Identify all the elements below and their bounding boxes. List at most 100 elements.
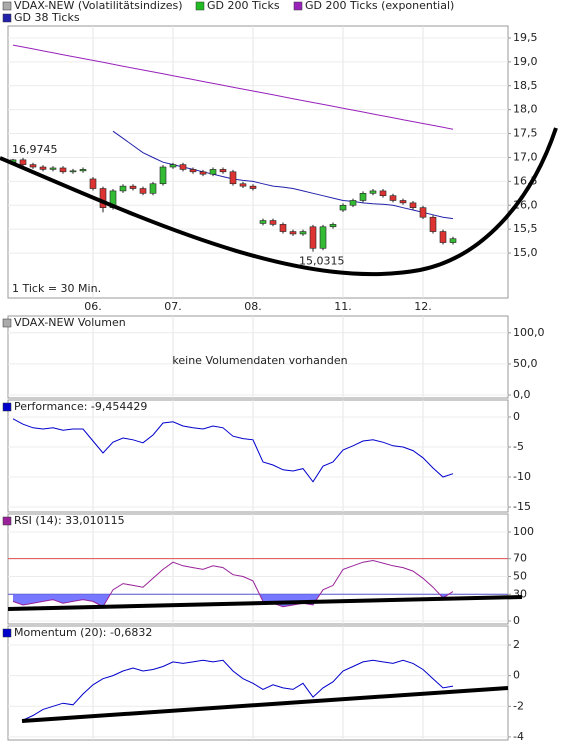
min-label: 15,0315	[299, 255, 345, 268]
candle-body	[359, 193, 367, 201]
candle-body	[209, 169, 217, 175]
moving-average	[12, 44, 454, 130]
y-tick-label: 15,0	[513, 246, 538, 259]
x-tick-label: 08.	[244, 300, 262, 313]
legend-swatch	[293, 1, 303, 11]
legend-swatch	[2, 13, 12, 23]
candle-body	[409, 202, 417, 208]
candle-body	[49, 167, 57, 170]
y-tick-label: -2	[513, 699, 524, 712]
y-tick-label: 19,5	[513, 31, 538, 44]
momentum-trendline	[21, 686, 509, 723]
legend-swatch	[2, 1, 12, 11]
candle-body	[59, 167, 67, 173]
legend-label: GD 38 Ticks	[14, 11, 80, 24]
candle-body	[449, 238, 457, 243]
oversold-fill	[13, 594, 449, 607]
candle-body	[159, 166, 167, 185]
no-data-note: keine Volumendaten vorhanden	[172, 354, 347, 367]
candle-body	[329, 224, 337, 228]
candle-body	[369, 190, 377, 194]
candle-body	[429, 216, 437, 232]
y-tick-label: 0	[513, 669, 520, 682]
legend-label: Performance: -9,454429	[14, 400, 147, 413]
candle-body	[259, 220, 267, 224]
legend-label: GD 200 Ticks	[207, 0, 280, 12]
candle-body	[249, 185, 257, 189]
candle-body	[219, 169, 227, 173]
candle-body	[19, 159, 27, 165]
y-tick-label: 17,0	[513, 150, 538, 163]
candle-body	[179, 164, 187, 170]
candle-body	[389, 195, 397, 201]
rsi-trendline	[7, 595, 523, 611]
legend-label: GD 200 Ticks (exponential)	[305, 0, 454, 12]
y-tick-label: 2	[513, 638, 520, 651]
y-tick-label: -10	[513, 470, 531, 483]
x-tick-label: 06.	[84, 300, 102, 313]
y-tick-label: 18,0	[513, 103, 538, 116]
trend-curve	[0, 127, 558, 277]
candle-body	[299, 231, 307, 235]
y-tick-label: 100,0	[513, 326, 545, 339]
candle-body	[69, 170, 77, 173]
candle-body	[439, 231, 447, 243]
candle-body	[229, 171, 237, 185]
x-tick-label: 07.	[164, 300, 182, 313]
candle-body	[29, 164, 37, 168]
legend-label: RSI (14): 33,010115	[14, 514, 125, 527]
candle-body	[419, 207, 427, 218]
candle-body	[149, 183, 157, 194]
candle-body	[189, 169, 197, 173]
candle-body	[349, 200, 357, 206]
candle-body	[129, 185, 137, 189]
indicator-line	[22, 659, 454, 721]
indicator-line	[12, 418, 454, 483]
legend-swatch	[2, 402, 12, 412]
candle-body	[399, 200, 407, 204]
max-label: 16,9745	[12, 143, 58, 156]
y-tick-label: 50	[513, 569, 527, 582]
candle-body	[39, 166, 47, 170]
tick-note: 1 Tick = 30 Min.	[12, 282, 101, 295]
candle-body	[339, 204, 347, 211]
legend-swatch	[2, 628, 12, 638]
moving-average	[112, 130, 454, 220]
performance-frame	[7, 399, 509, 513]
candle-body	[319, 226, 327, 249]
y-tick-label: -4	[513, 730, 524, 743]
y-tick-label: 18,5	[513, 79, 538, 92]
candle-body	[309, 226, 317, 249]
candle-body	[169, 164, 177, 168]
candle-body	[239, 183, 247, 187]
y-tick-label: 50,0	[513, 357, 538, 370]
candle-body	[379, 190, 387, 197]
x-tick-label: 11.	[334, 300, 352, 313]
y-tick-label: 0	[513, 410, 520, 423]
y-tick-label: 0	[513, 614, 520, 627]
y-tick-label: 17,5	[513, 127, 538, 140]
y-tick-label: -5	[513, 440, 524, 453]
y-tick-label: 15,5	[513, 222, 538, 235]
candle-body	[119, 185, 127, 192]
candle-body	[99, 188, 107, 208]
candle-body	[279, 224, 287, 232]
y-tick-label: 0,0	[513, 388, 531, 401]
legend-swatch	[195, 1, 205, 11]
candle-body	[199, 171, 207, 175]
momentum-frame	[7, 625, 509, 741]
legend-label: VDAX-NEW (Volatilitätsindizes)	[14, 0, 183, 12]
y-tick-label: -15	[513, 500, 531, 513]
candle-body	[289, 231, 297, 235]
y-tick-label: 100	[513, 525, 534, 538]
candle-body	[79, 169, 87, 172]
rsi-frame	[7, 513, 509, 625]
legend-swatch	[2, 318, 12, 328]
candle-body	[269, 220, 277, 225]
legend-swatch	[2, 516, 12, 526]
legend-label: VDAX-NEW Volumen	[14, 316, 126, 329]
plot-layer: 15,015,516,016,517,017,518,018,519,019,5…	[2, 0, 545, 743]
candle-body	[89, 178, 97, 189]
x-tick-label: 12.	[414, 300, 432, 313]
